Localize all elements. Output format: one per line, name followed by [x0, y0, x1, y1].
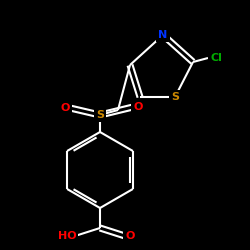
- Text: O: O: [125, 231, 135, 241]
- Text: O: O: [60, 103, 70, 113]
- Text: HO: HO: [58, 231, 76, 241]
- Text: O: O: [133, 102, 143, 112]
- Text: S: S: [171, 92, 179, 102]
- Text: N: N: [158, 30, 168, 40]
- Text: S: S: [96, 110, 104, 120]
- Text: Cl: Cl: [210, 53, 222, 63]
